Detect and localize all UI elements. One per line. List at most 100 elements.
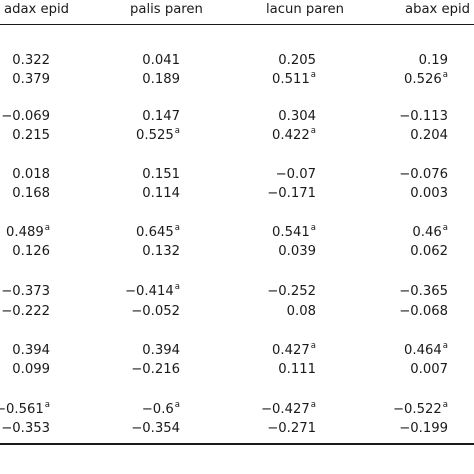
table-cell: −0.365 xyxy=(399,284,448,300)
cell-value: −0.113 xyxy=(399,109,448,124)
table-cell: 0.132 xyxy=(142,244,180,260)
table-cell: −0.068 xyxy=(399,304,448,320)
cell-value: −0.222 xyxy=(1,304,50,319)
table-cell: −0.069 xyxy=(1,109,50,125)
cell-value: 0.041 xyxy=(142,53,180,68)
significance-mark: a xyxy=(442,340,448,351)
table-cell: 0.422a xyxy=(272,125,316,144)
cell-value: 0.19 xyxy=(418,53,448,68)
table-cell: −0.271 xyxy=(267,421,316,437)
cell-value: 0.46 xyxy=(412,225,442,240)
significance-mark: a xyxy=(44,399,50,410)
cell-value: −0.068 xyxy=(399,304,448,319)
table-cell: 0.464a xyxy=(404,340,448,359)
cell-value: −0.353 xyxy=(1,421,50,436)
table-cell: −0.199 xyxy=(399,421,448,437)
cell-value: −0.522 xyxy=(392,402,442,417)
cell-value: 0.189 xyxy=(142,72,180,87)
cell-value: 0.099 xyxy=(12,362,50,377)
table-cell: 0.099 xyxy=(12,362,50,378)
table-cell: 0.541a xyxy=(272,222,316,241)
cell-value: 0.511 xyxy=(272,72,310,87)
significance-mark: a xyxy=(174,399,180,410)
table-cell: 0.46a xyxy=(412,223,448,241)
cell-value: −0.6 xyxy=(141,402,174,417)
table-cell: 0.379 xyxy=(12,72,50,88)
table-cell: 0.168 xyxy=(12,186,50,202)
cell-value: −0.414 xyxy=(124,284,174,299)
cell-value: 0.147 xyxy=(142,109,180,124)
cell-value: 0.645 xyxy=(136,225,174,240)
bottom-rule xyxy=(0,443,474,445)
table-cell: 0.018 xyxy=(12,167,50,183)
cell-value: 0.111 xyxy=(278,362,316,377)
table-cell: 0.304 xyxy=(278,109,316,125)
table-cell: 0.041 xyxy=(142,53,180,69)
cell-value: 0.08 xyxy=(286,304,316,319)
table-cell: 0.003 xyxy=(410,186,448,202)
table-cell: 0.511a xyxy=(272,70,316,88)
table-cell: 0.322 xyxy=(12,53,50,69)
table-cell: −0.113 xyxy=(399,109,448,125)
cell-value: 0.541 xyxy=(272,225,310,240)
table-cell: −0.373 xyxy=(1,284,50,300)
cell-value: −0.069 xyxy=(1,109,50,124)
table-cell: 0.147 xyxy=(142,109,180,125)
table-cell: −0.171 xyxy=(267,186,316,202)
table-cell: 0.394 xyxy=(142,343,180,359)
cell-value: 0.304 xyxy=(278,109,316,124)
table-cell: 0.039 xyxy=(278,244,316,260)
table-cell: −0.252 xyxy=(267,284,316,300)
significance-mark: a xyxy=(174,222,180,233)
header-palis-paren: palis paren xyxy=(130,2,203,17)
cell-value: 0.464 xyxy=(404,343,442,358)
cell-value: −0.252 xyxy=(267,284,316,299)
cell-value: 0.215 xyxy=(12,128,50,143)
significance-mark: a xyxy=(174,281,180,292)
significance-mark: a xyxy=(174,125,180,136)
table-cell: −0.076 xyxy=(399,167,448,183)
cell-value: 0.018 xyxy=(12,167,50,182)
significance-mark: a xyxy=(442,69,448,80)
table-cell: −0.222 xyxy=(1,304,50,320)
table-cell: 0.111 xyxy=(278,362,316,378)
cell-value: 0.489 xyxy=(6,225,44,240)
cell-value: −0.561 xyxy=(0,402,44,417)
cell-value: 0.151 xyxy=(142,167,180,182)
cell-value: 0.168 xyxy=(12,186,50,201)
cell-value: 0.205 xyxy=(278,53,316,68)
significance-mark: a xyxy=(310,222,316,233)
table-cell: −0.561a xyxy=(0,399,50,418)
cell-value: 0.379 xyxy=(12,72,50,87)
table-cell: −0.216 xyxy=(131,362,180,378)
table-cell: 0.394 xyxy=(12,343,50,359)
significance-mark: a xyxy=(310,125,316,136)
table-cell: 0.151 xyxy=(142,167,180,183)
header-abax-epid: abax epid xyxy=(405,2,471,17)
cell-value: 0.062 xyxy=(410,244,448,259)
cell-value: 0.204 xyxy=(410,128,448,143)
header-lacun-paren: lacun paren xyxy=(266,2,344,17)
table-cell: −0.353 xyxy=(1,421,50,437)
table-cell: 0.526a xyxy=(404,69,448,88)
cell-value: 0.525 xyxy=(136,128,174,143)
cell-value: 0.003 xyxy=(410,186,448,201)
table-cell: 0.645a xyxy=(136,222,180,241)
cell-value: −0.427 xyxy=(260,402,310,417)
table-cell: −0.354 xyxy=(131,421,180,437)
cell-value: 0.007 xyxy=(410,362,448,377)
table-cell: 0.114 xyxy=(142,186,180,202)
cell-value: 0.126 xyxy=(12,244,50,259)
cell-value: −0.271 xyxy=(267,421,316,436)
table-cell: −0.6a xyxy=(141,399,180,418)
table-cell: −0.427a xyxy=(260,400,316,418)
cell-value: 0.114 xyxy=(142,186,180,201)
cell-value: 0.132 xyxy=(142,244,180,259)
cell-value: −0.052 xyxy=(131,304,180,319)
table-cell: −0.522a xyxy=(392,400,448,418)
cell-value: −0.07 xyxy=(275,167,316,182)
table-cell: 0.204 xyxy=(410,128,448,144)
cell-value: −0.373 xyxy=(1,284,50,299)
cell-value: −0.354 xyxy=(131,421,180,436)
